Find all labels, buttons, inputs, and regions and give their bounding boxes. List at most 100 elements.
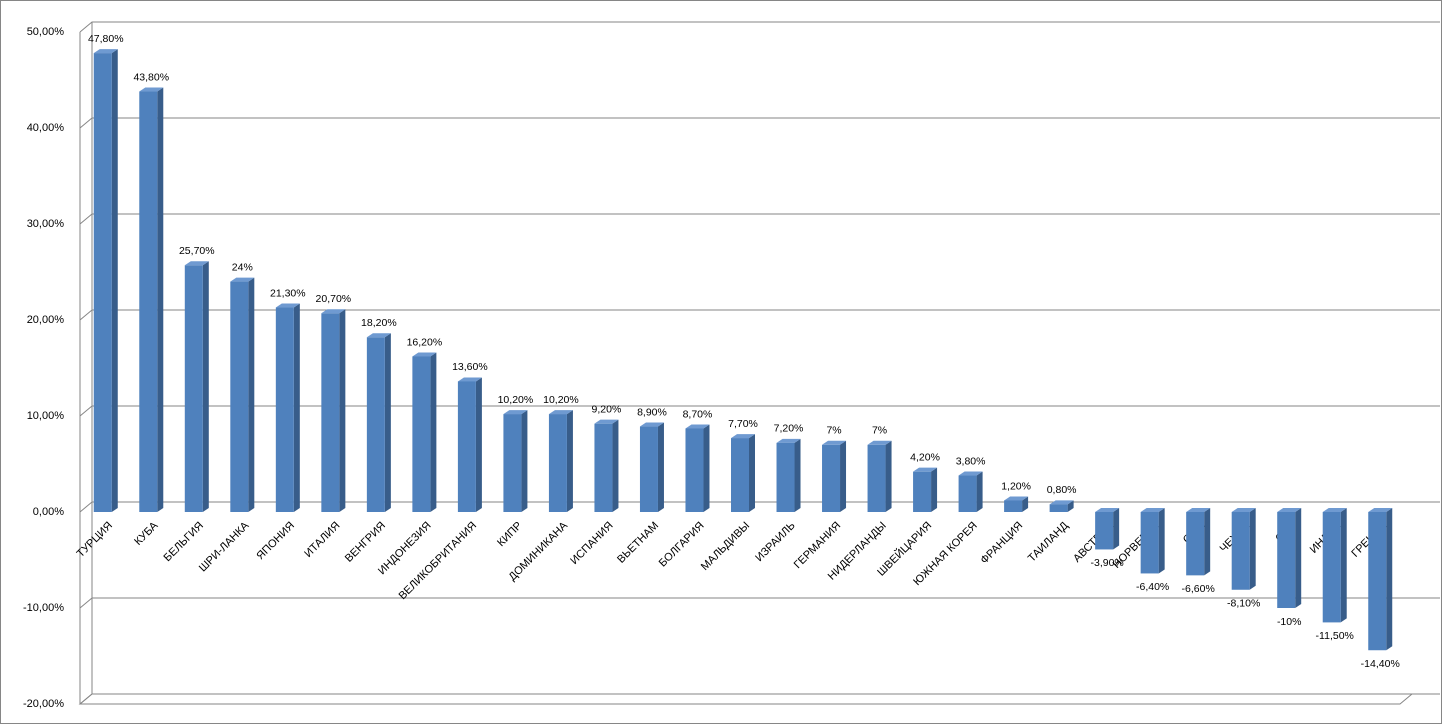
bar (1186, 508, 1211, 576)
bar (457, 377, 482, 512)
bar-top (457, 377, 482, 382)
bar-front (548, 414, 567, 512)
bar-top (275, 303, 300, 308)
bar-side (430, 352, 437, 512)
bar-side (521, 410, 528, 512)
bar-front (731, 438, 749, 512)
bar (1277, 508, 1302, 608)
bar (639, 422, 664, 512)
bar-side (1113, 508, 1120, 550)
y-tick-label: 20,00% (27, 314, 65, 326)
bar-top (366, 333, 391, 338)
bar-front (184, 265, 203, 512)
data-label: 8,70% (683, 408, 713, 420)
grid-line (79, 501, 1440, 513)
bar (1004, 496, 1029, 512)
bar (503, 410, 528, 512)
bar-front (1186, 512, 1205, 576)
bar-side (931, 467, 938, 512)
bar (1049, 500, 1074, 512)
data-label: 8,90% (637, 406, 667, 418)
bar-side (885, 440, 892, 512)
bar-side (1386, 508, 1393, 651)
bar-side (384, 333, 391, 512)
bar (321, 309, 346, 512)
bar (139, 87, 164, 513)
bar (275, 303, 300, 512)
data-label: 7,70% (728, 418, 758, 430)
bar-side (1158, 508, 1165, 574)
data-label: 7% (872, 425, 887, 437)
bar-side (202, 261, 209, 512)
bar-top (1140, 508, 1165, 512)
bar-side (703, 424, 710, 512)
bar-top (1368, 508, 1393, 512)
bar-front (594, 423, 613, 512)
data-label: 13,60% (452, 361, 488, 373)
bar-top (230, 277, 255, 282)
bar (230, 277, 255, 512)
data-label: -14,40% (1361, 658, 1400, 670)
bar-top (1231, 508, 1256, 512)
grid-line (79, 21, 1440, 33)
bar (958, 471, 983, 512)
bar (776, 438, 801, 512)
bar-side (293, 303, 300, 512)
data-label: 10,20% (498, 394, 534, 406)
bar-side (840, 440, 847, 512)
bar (731, 434, 755, 512)
bar (822, 440, 847, 512)
data-label: 24% (232, 261, 253, 273)
bar-top (867, 440, 892, 445)
bar-front (822, 444, 841, 512)
bar-top (503, 410, 528, 415)
bar-top (1004, 496, 1029, 501)
bar (685, 424, 710, 512)
bar-top (1095, 508, 1120, 512)
bar-side (749, 434, 755, 512)
y-tick-label: 0,00% (33, 506, 64, 518)
bar-side (111, 49, 118, 513)
grid-line (79, 597, 1440, 609)
bar-front (93, 53, 112, 513)
bar-front (958, 475, 977, 512)
bar-front (412, 356, 431, 512)
data-label: -6,60% (1182, 583, 1215, 595)
bar-top (1049, 500, 1074, 505)
data-label: 4,20% (910, 451, 940, 463)
bar-top (184, 261, 209, 266)
bar (93, 49, 118, 513)
y-tick-label: 40,00% (27, 122, 65, 134)
bar-side (566, 410, 573, 512)
bar-front (503, 414, 522, 512)
bar-top (1322, 508, 1347, 512)
bar-top (913, 467, 938, 472)
data-label: 21,30% (270, 287, 306, 299)
data-label: -10% (1277, 616, 1302, 628)
bar-front (457, 381, 476, 512)
grid-line (79, 405, 1440, 417)
bar-side (657, 422, 664, 512)
bar-front (275, 307, 294, 512)
bar-top (731, 434, 755, 439)
bar (1368, 508, 1393, 651)
data-label: 7,20% (774, 423, 804, 435)
grid-line (79, 693, 1440, 705)
bar (184, 261, 209, 512)
bar (1231, 508, 1256, 590)
data-label: -8,10% (1227, 598, 1260, 610)
bar-side (794, 438, 801, 512)
bar-side (1249, 508, 1256, 590)
data-label: 25,70% (179, 245, 215, 257)
bar-side (976, 471, 983, 512)
bar-front (1368, 512, 1387, 651)
bar-top (1186, 508, 1211, 512)
data-label: 3,80% (956, 455, 986, 467)
data-label: 9,20% (592, 403, 622, 415)
bar-top (685, 424, 710, 429)
bar (1140, 508, 1165, 574)
y-tick-label: -20,00% (23, 698, 64, 710)
bar-side (1340, 508, 1347, 623)
bar-front (1004, 500, 1023, 512)
